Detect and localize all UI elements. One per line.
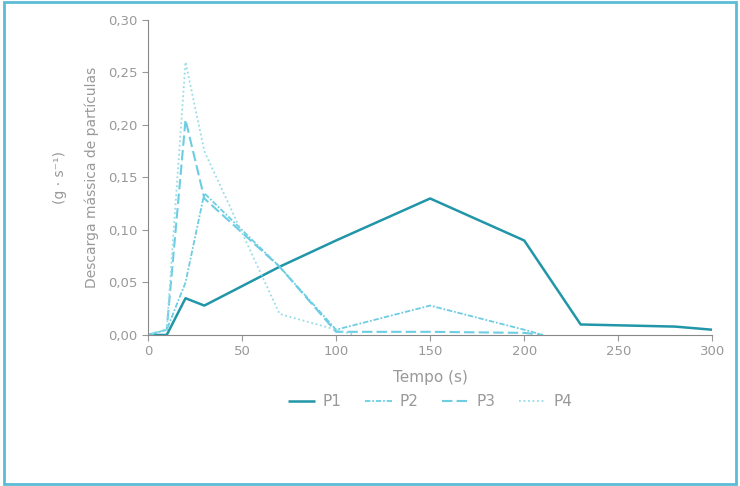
- Text: Descarga mássica de partículas: Descarga mássica de partículas: [84, 67, 98, 288]
- P2: [162, 327, 171, 332]
- Line: P3: P3: [148, 120, 543, 335]
- X-axis label: Tempo (s): Tempo (s): [393, 369, 468, 384]
- P1: [519, 238, 528, 243]
- Line: P2: P2: [148, 193, 543, 335]
- Legend: P1, P2, P3, P4: P1, P2, P3, P4: [281, 388, 579, 416]
- P2: [332, 327, 340, 332]
- P2: [275, 264, 284, 270]
- P4: [144, 332, 152, 338]
- P2: [425, 303, 434, 309]
- P1: [200, 303, 209, 309]
- Line: P1: P1: [148, 198, 713, 335]
- P4: [332, 327, 340, 332]
- P3: [144, 332, 152, 338]
- P3: [275, 264, 284, 270]
- P3: [425, 329, 434, 335]
- P4: [275, 311, 284, 317]
- P1: [144, 332, 152, 338]
- P1: [708, 327, 717, 332]
- P2: [519, 327, 528, 332]
- P3: [332, 329, 340, 335]
- P1: [162, 332, 171, 338]
- P1: [576, 322, 585, 328]
- P1: [275, 264, 284, 270]
- P4: [162, 327, 171, 332]
- P3: [200, 195, 209, 201]
- P2: [200, 191, 209, 196]
- P1: [670, 324, 679, 330]
- P1: [425, 195, 434, 201]
- P3: [181, 117, 190, 122]
- Line: P4: P4: [148, 62, 355, 335]
- P3: [519, 330, 528, 336]
- P3: [539, 332, 548, 338]
- P4: [200, 148, 209, 154]
- P2: [539, 332, 548, 338]
- P3: [162, 327, 171, 332]
- P1: [181, 295, 190, 301]
- Text: (g · s⁻¹): (g · s⁻¹): [53, 151, 67, 204]
- P2: [181, 279, 190, 285]
- P2: [144, 332, 152, 338]
- P4: [351, 332, 360, 338]
- P4: [181, 59, 190, 65]
- P1: [332, 238, 340, 243]
